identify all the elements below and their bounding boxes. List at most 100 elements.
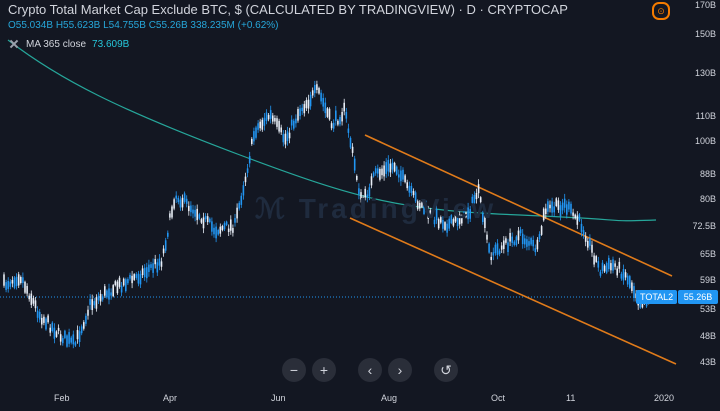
candle-body <box>616 268 618 276</box>
candle-body <box>76 330 79 340</box>
candle-body <box>584 236 587 242</box>
candle-body <box>622 269 625 281</box>
candle-body <box>387 159 390 172</box>
candle-body <box>183 193 186 202</box>
candle-body <box>284 133 287 145</box>
candle-body <box>515 236 518 246</box>
candle-body <box>32 298 35 304</box>
candle-body <box>383 165 385 177</box>
candle-body <box>561 202 564 211</box>
price-label: 80B <box>699 194 716 204</box>
candle-body <box>454 213 457 222</box>
candle-body <box>379 169 381 180</box>
candle-body <box>402 169 404 180</box>
candle-body <box>536 239 539 250</box>
candle-body <box>603 265 606 272</box>
candle-body <box>330 123 333 129</box>
ma-legend[interactable]: MA 365 close 73.609B <box>8 38 129 50</box>
time-label: Jun <box>271 393 286 403</box>
candle-body <box>408 185 411 193</box>
scroll-right-button[interactable]: › <box>388 358 412 382</box>
candle-body <box>125 279 127 292</box>
channel-lower-line[interactable] <box>349 217 677 365</box>
candle-body <box>391 162 394 170</box>
candle-body <box>456 218 459 227</box>
candle-body <box>589 238 591 246</box>
candle-body <box>263 117 266 126</box>
reset-chart-button[interactable]: ↺ <box>434 358 458 382</box>
candle-body <box>437 219 440 229</box>
channel-upper-line[interactable] <box>364 134 673 277</box>
zoom-in-button[interactable]: + <box>312 358 336 382</box>
candle-body <box>286 131 289 141</box>
candle-body <box>169 213 171 218</box>
candle-body <box>232 228 234 233</box>
candle-body <box>80 326 83 334</box>
candle-body <box>13 277 16 288</box>
candle-body <box>473 195 476 204</box>
candle-body <box>64 330 66 339</box>
candle-body <box>36 310 39 318</box>
candle-body <box>362 197 364 209</box>
symbol-tag: TOTAL2 <box>636 290 678 304</box>
candle-body <box>108 288 110 300</box>
candle-body <box>547 201 549 212</box>
price-label: 59B <box>699 275 716 285</box>
candle-body <box>442 220 444 229</box>
candle-body <box>452 219 455 226</box>
candle-body <box>162 248 165 254</box>
candle-body <box>318 87 320 94</box>
candle-body <box>206 216 209 223</box>
candle-body <box>467 207 469 220</box>
candle-body <box>475 193 478 200</box>
candle-body <box>89 299 91 305</box>
candle-body <box>240 195 243 205</box>
candle-body <box>143 267 146 278</box>
candle-body <box>30 293 33 305</box>
candle-body <box>320 92 322 102</box>
candle-body <box>158 258 161 266</box>
settings-icon[interactable]: ⊙ <box>652 2 670 20</box>
candle-body <box>356 176 358 180</box>
price-label: 43B <box>699 357 716 367</box>
candle-body <box>118 277 121 287</box>
candle-body <box>219 226 222 234</box>
candle-body <box>236 207 238 219</box>
candle-body <box>24 281 26 293</box>
candle-body <box>110 292 112 296</box>
candle-body <box>349 137 352 148</box>
candle-body <box>477 184 480 194</box>
candle-body <box>593 255 595 265</box>
candle-body <box>484 217 486 228</box>
zoom-out-button[interactable]: − <box>282 358 306 382</box>
candle-body <box>314 85 316 94</box>
collapse-icon[interactable] <box>8 38 20 50</box>
candle-body <box>578 214 581 221</box>
candle-body <box>440 217 442 223</box>
candle-body <box>458 214 461 225</box>
candle-body <box>410 186 413 193</box>
candle-body <box>545 208 547 214</box>
candle-body <box>471 196 474 203</box>
candle-body <box>53 327 56 339</box>
candle-body <box>139 274 142 285</box>
candle-body <box>435 208 438 221</box>
candle-body <box>101 296 104 300</box>
candle-body <box>114 281 117 286</box>
candle-body <box>255 127 257 138</box>
candle-body <box>78 331 81 342</box>
candle-body <box>272 115 274 122</box>
candle-body <box>43 316 45 323</box>
candle-body <box>122 278 125 286</box>
candle-body <box>549 204 551 209</box>
candle-body <box>618 261 621 269</box>
candle-body <box>290 119 293 126</box>
last-price-tag: 55.26B <box>678 290 718 304</box>
candle-body <box>540 226 543 235</box>
candle-body <box>496 243 499 255</box>
candle-body <box>517 230 520 241</box>
candle-body <box>175 195 177 199</box>
scroll-left-button[interactable]: ‹ <box>358 358 382 382</box>
low-value: L54.755B <box>103 20 146 31</box>
